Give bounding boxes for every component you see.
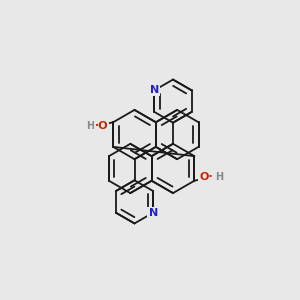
Text: O·: O·	[199, 172, 213, 182]
Text: N: N	[148, 208, 158, 218]
Text: ·O: ·O	[95, 121, 108, 131]
Text: H: H	[215, 172, 223, 182]
Text: N: N	[150, 85, 159, 95]
Text: H: H	[86, 121, 94, 131]
